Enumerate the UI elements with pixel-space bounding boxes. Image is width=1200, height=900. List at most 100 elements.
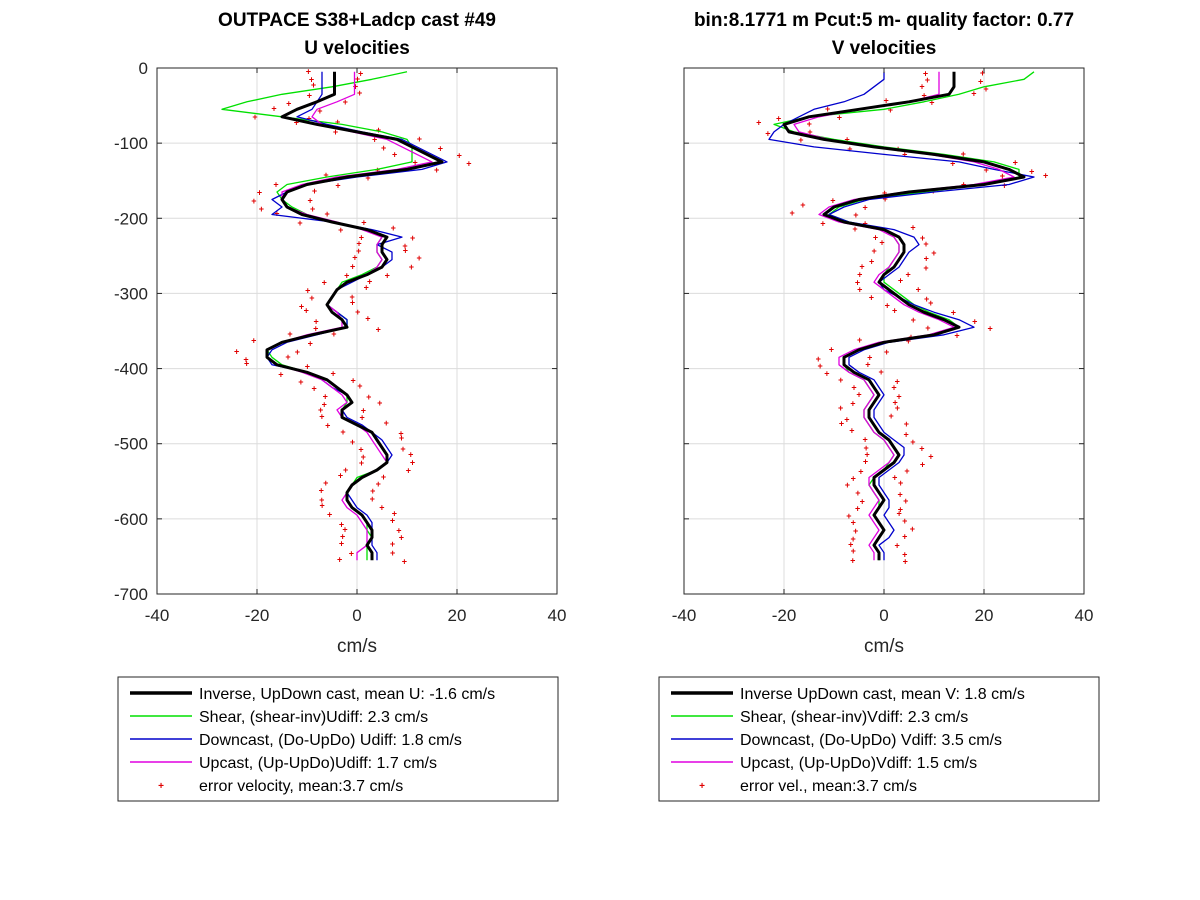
u-error-marker: +	[381, 143, 386, 153]
u-error-marker: +	[304, 306, 309, 316]
u-error-marker: +	[359, 458, 364, 468]
v-error-marker: +	[904, 466, 909, 476]
u-error-marker: +	[343, 97, 348, 107]
v-error-marker: +	[1043, 170, 1048, 180]
v-error-marker: +	[838, 403, 843, 413]
v-error-marker: +	[954, 330, 959, 340]
u-ytick-label-7: -700	[114, 585, 148, 604]
v-error-marker: +	[924, 254, 929, 264]
v-error-marker: +	[851, 474, 856, 484]
v-error-marker: +	[910, 222, 915, 232]
v-error-marker: +	[903, 430, 908, 440]
v-error-marker: +	[891, 383, 896, 393]
u-error-marker: +	[365, 313, 370, 323]
u-xtick-label-1: -20	[245, 606, 270, 625]
v-xtick-label-1: -20	[772, 606, 797, 625]
v-error-marker: +	[800, 200, 805, 210]
v-error-marker: +	[892, 473, 897, 483]
u-error-marker: +	[385, 270, 390, 280]
u-error-marker: +	[358, 68, 363, 78]
v-error-marker: +	[847, 144, 852, 154]
u-error-marker: +	[308, 338, 313, 348]
u-error-marker: +	[392, 509, 397, 519]
v-x-axis-label: cm/s	[864, 636, 904, 657]
u-panel-subtitle: U velocities	[304, 38, 410, 59]
u-error-marker: +	[325, 421, 330, 431]
v-error-marker: +	[895, 403, 900, 413]
u-error-marker: +	[376, 125, 381, 135]
u-xtick-label-0: -40	[145, 606, 170, 625]
v-legend: Inverse UpDown cast, mean V: 1.8 cm/s She…	[658, 676, 1100, 802]
u-error-marker: +	[409, 262, 414, 272]
u-error-marker: +	[350, 375, 355, 385]
v-error-marker: +	[972, 317, 977, 327]
v-error-marker: +	[910, 524, 915, 534]
v-error-marker: +	[859, 262, 864, 272]
u-error-marker: +	[317, 106, 322, 116]
v-xtick-label-2: 0	[879, 606, 888, 625]
u-error-marker: +	[359, 413, 364, 423]
u-error-marker: +	[370, 486, 375, 496]
u-error-marker: +	[339, 538, 344, 548]
u-error-marker: +	[312, 186, 317, 196]
u-error-marker: +	[319, 411, 324, 421]
v-error-marker: +	[898, 504, 903, 514]
u-error-marker: +	[318, 405, 323, 415]
v-error-marker: +	[892, 398, 897, 408]
u-grid	[157, 68, 557, 594]
u-error-marker: +	[257, 187, 262, 197]
v-error-marker: +	[920, 233, 925, 243]
v-series-lines	[768, 71, 1035, 561]
u-error-marker: +	[340, 427, 345, 437]
u-panel-title: OUTPACE S38+Ladcp cast #49	[218, 10, 496, 31]
v-series-downcast	[768, 71, 1035, 561]
v-error-marker: +	[897, 509, 902, 519]
v-legend-label-downcast: Downcast, (Do-UpDo) Vdiff: 3.5 cm/s	[740, 732, 1002, 749]
u-error-marker: +	[308, 196, 313, 206]
v-error-marker: +	[807, 127, 812, 137]
v-error-marker: +	[883, 194, 888, 204]
v-error-marker: +	[790, 208, 795, 218]
v-error-marker: +	[884, 347, 889, 357]
v-error-marker: +	[920, 460, 925, 470]
u-error-marker: +	[350, 297, 355, 307]
v-axis-ticks: -40 -20 0 20 40	[672, 67, 1093, 625]
v-error-marker: +	[888, 411, 893, 421]
u-error-marker: +	[344, 270, 349, 280]
v-error-marker: +	[867, 352, 872, 362]
u-xtick-label-3: 20	[448, 606, 467, 625]
u-error-marker: +	[274, 209, 279, 219]
v-error-marker: +	[903, 556, 908, 566]
v-error-marker: +	[961, 149, 966, 159]
u-error-marker: +	[294, 117, 299, 127]
u-ytick-label-3: -300	[114, 284, 148, 303]
u-error-marker: +	[413, 158, 418, 168]
v-legend-label-inverse: Inverse UpDown cast, mean V: 1.8 cm/s	[740, 686, 1025, 703]
u-error-marker: +	[251, 336, 256, 346]
u-series-lines	[221, 71, 448, 561]
u-legend-label-downcast: Downcast, (Do-UpDo) Udiff: 1.8 cm/s	[199, 732, 462, 749]
v-error-marker: +	[869, 293, 874, 303]
v-error-marker: +	[911, 315, 916, 325]
v-error-marker: +	[845, 134, 850, 144]
v-error-marker: +	[830, 196, 835, 206]
u-error-marker: +	[365, 173, 370, 183]
u-error-marker: +	[319, 485, 324, 495]
u-error-marker: +	[376, 479, 381, 489]
u-error-marker: +	[252, 112, 257, 122]
v-error-marker: +	[862, 434, 867, 444]
v-error-marker: +	[776, 113, 781, 123]
u-error-marker: +	[359, 232, 364, 242]
u-ytick-label-2: -200	[114, 209, 148, 228]
u-xtick-label-2: 0	[352, 606, 361, 625]
u-error-marker: +	[322, 278, 327, 288]
v-error-marker: +	[923, 239, 928, 249]
u-error-marker: +	[323, 391, 328, 401]
u-error-marker: +	[408, 450, 413, 460]
v-error-marker: +	[798, 135, 803, 145]
u-error-marker: +	[305, 361, 310, 371]
u-error-marker: +	[390, 548, 395, 558]
u-error-marker: +	[399, 433, 404, 443]
v-error-marker: +	[858, 467, 863, 477]
v-error-marker: +	[820, 218, 825, 228]
